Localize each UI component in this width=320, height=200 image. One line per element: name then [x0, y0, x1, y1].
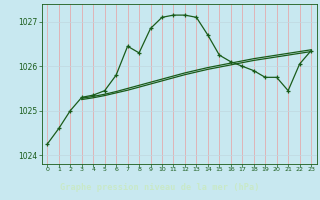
Text: Graphe pression niveau de la mer (hPa): Graphe pression niveau de la mer (hPa)	[60, 183, 260, 192]
